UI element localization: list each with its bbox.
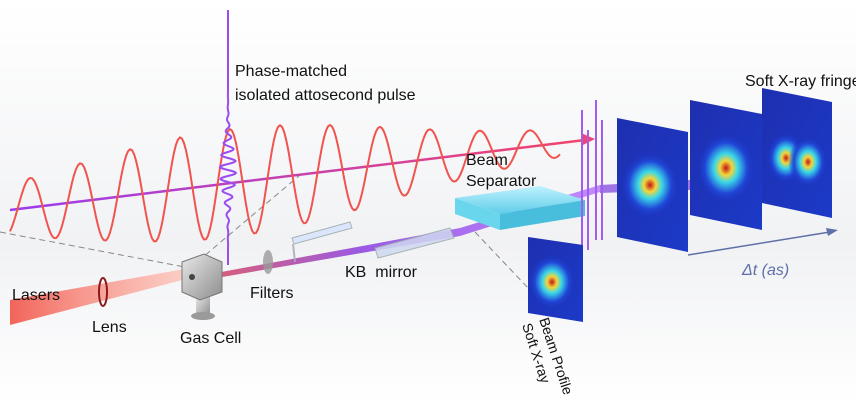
label: Separator xyxy=(466,173,537,190)
label: Lens xyxy=(92,319,127,336)
guides xyxy=(0,174,531,291)
screen xyxy=(690,100,762,230)
screen xyxy=(762,88,832,218)
screen xyxy=(617,118,688,252)
kb-mirror xyxy=(291,221,455,262)
label: isolated attosecond pulse xyxy=(235,87,416,104)
label: Phase-matched xyxy=(235,63,347,80)
lens xyxy=(98,277,108,307)
filter xyxy=(263,250,273,274)
label: Δt (as) xyxy=(741,262,789,279)
delay-arrow xyxy=(687,228,838,256)
label: Lasers xyxy=(12,287,60,304)
label: Gas Cell xyxy=(180,330,241,347)
label: Filters xyxy=(250,285,294,302)
laser-field xyxy=(9,123,561,243)
xray-pulses xyxy=(581,100,603,250)
label: Beam xyxy=(466,152,508,169)
label: KB mirror xyxy=(345,264,418,281)
xray-beam xyxy=(205,185,600,280)
gas-cell xyxy=(181,253,223,320)
attosecond-pulse xyxy=(218,10,238,265)
beam-separator xyxy=(455,186,585,230)
wave-axis xyxy=(9,138,586,212)
profile-screen xyxy=(528,237,583,322)
laser-wave xyxy=(9,10,595,265)
label: Soft X-ray fringes xyxy=(745,73,856,90)
